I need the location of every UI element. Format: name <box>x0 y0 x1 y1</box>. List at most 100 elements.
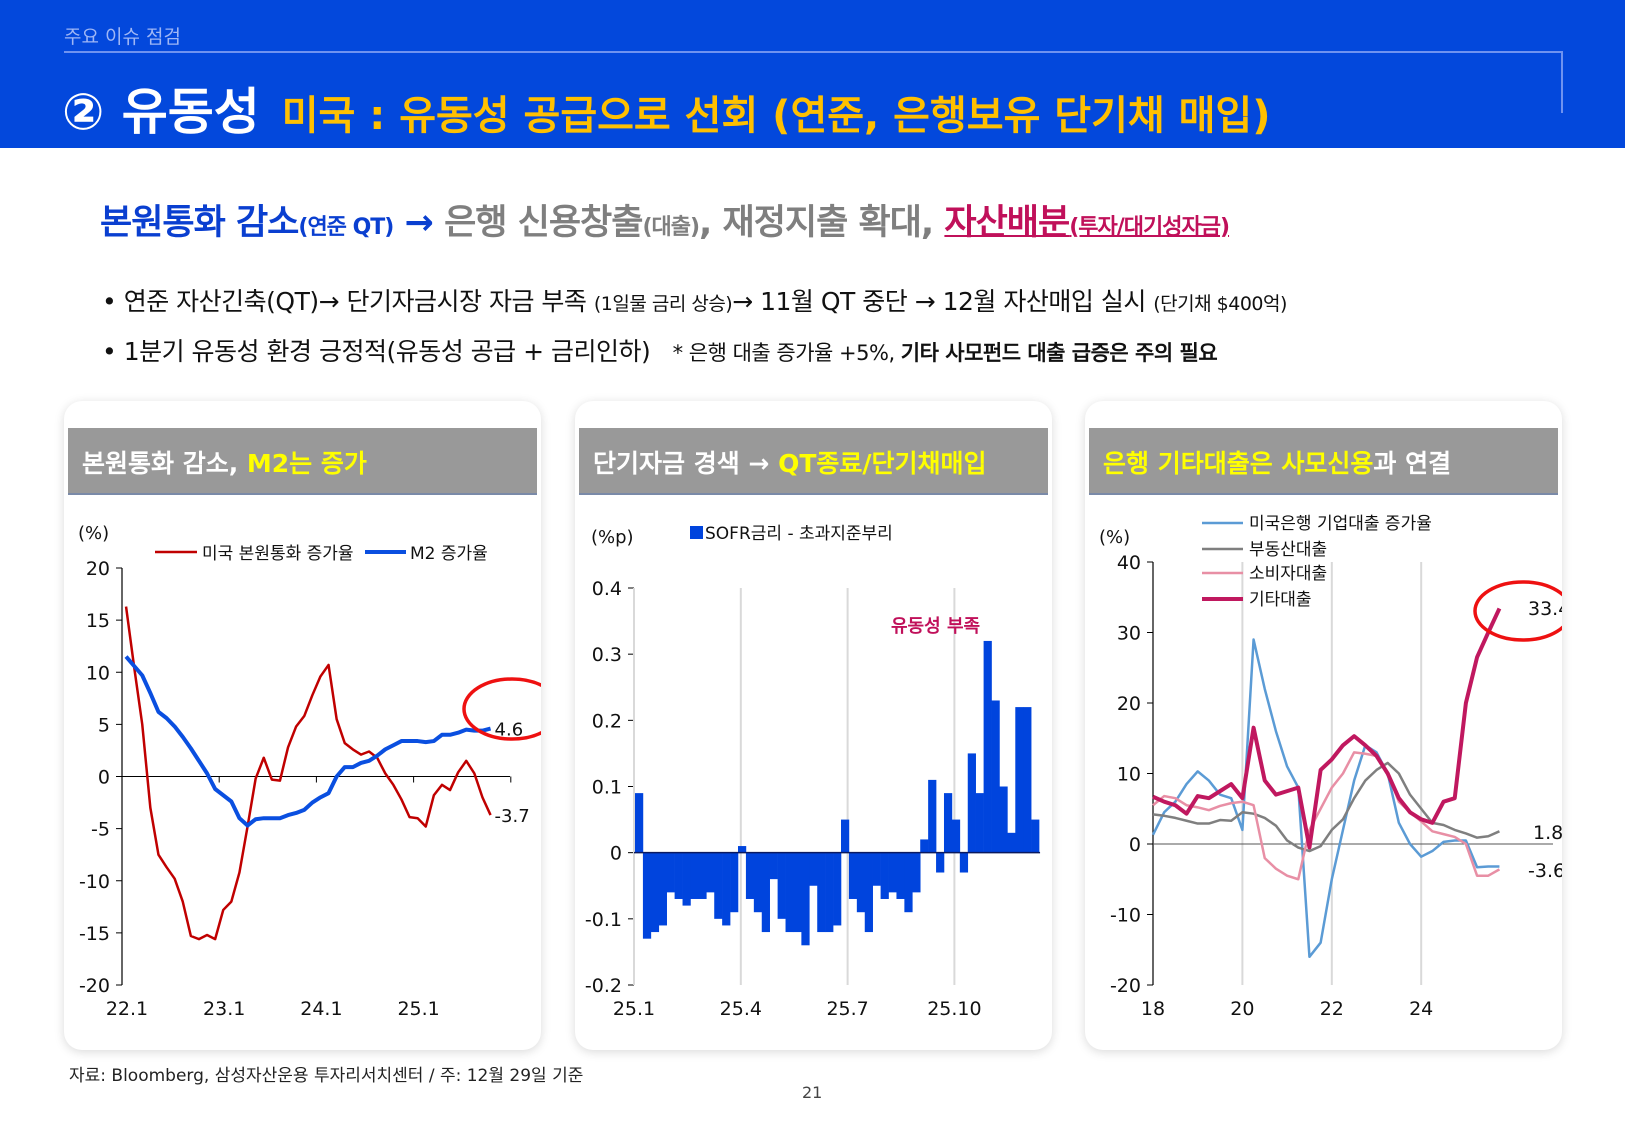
bar <box>1023 707 1032 853</box>
series-line-3 <box>1152 607 1502 850</box>
headline-part3: , 재정지출 확대, <box>699 203 945 243</box>
x-tick-label: 18 <box>1141 998 1165 1020</box>
bar <box>674 852 683 899</box>
bar <box>761 852 770 933</box>
bar <box>793 852 802 933</box>
y-tick-label: 5 <box>98 714 110 736</box>
series-line-1 <box>124 655 492 828</box>
bullet-1-b: → 11월 QT 중단 → 12월 자산매입 실시 <box>732 287 1154 316</box>
bar <box>642 852 652 939</box>
bar <box>745 852 755 899</box>
y-axis-unit: (%p) <box>591 527 634 548</box>
bar <box>872 852 881 886</box>
bar <box>920 839 929 853</box>
series-line-1 <box>1152 761 1500 853</box>
legend-label: 부동산대출 <box>1249 540 1327 560</box>
bar <box>785 852 794 933</box>
bullet-1: • 연준 자산긴축(QT)→ 단기자금시장 자금 부족 (1일물 금리 상승)→… <box>102 287 1287 316</box>
bullet-2-a: 1분기 유동성 환경 긍정적(유동성 공급 + 금리인하) <box>123 337 651 366</box>
card-title-yellow: QT종료/단기채매입 <box>778 449 987 478</box>
end-value-label: 33.4 <box>1528 598 1562 620</box>
x-tick-label: 24.1 <box>300 998 342 1020</box>
bar <box>943 793 953 853</box>
bar <box>975 793 984 853</box>
y-tick-label: 30 <box>1117 623 1141 645</box>
bar <box>817 852 826 933</box>
card-title-white: 본원통화 감소, <box>82 449 247 478</box>
legend-label: 소비자대출 <box>1249 564 1327 584</box>
bar <box>801 852 810 946</box>
y-tick-label: 0 <box>610 843 622 865</box>
card-title: 은행 기타대출은 사모신용과 연결 <box>1089 428 1558 495</box>
bar <box>650 852 660 933</box>
legend-label: SOFR금리 - 초과지준부리 <box>705 524 893 544</box>
bar <box>848 852 858 899</box>
headline-part2-note: (대출) <box>642 215 700 240</box>
bar <box>912 852 921 893</box>
y-tick-label: 0.1 <box>592 777 622 799</box>
y-tick-label: 10 <box>1117 764 1141 786</box>
bar <box>690 852 699 899</box>
highlight-circle <box>1473 580 1562 642</box>
y-tick-label: -20 <box>79 975 110 997</box>
bullet-2-note: * 은행 대출 증가율 +5%, <box>672 341 901 365</box>
y-tick-label: 20 <box>86 558 110 580</box>
bar <box>967 753 976 853</box>
header-divider-vertical <box>1561 51 1563 113</box>
bar <box>722 852 731 926</box>
bar <box>928 779 937 853</box>
bullet-2: • 1분기 유동성 환경 긍정적(유동성 공급 + 금리인하) * 은행 대출 … <box>102 337 1218 366</box>
y-tick-label: 10 <box>86 662 110 684</box>
bar <box>896 852 905 899</box>
bar <box>769 852 778 880</box>
headline-part1-note: (연준 QT) <box>298 215 394 240</box>
card-title: 본원통화 감소, M2는 증가 <box>68 428 537 495</box>
x-tick-label: 25.1 <box>397 998 439 1020</box>
chart-card-monetary-base: 본원통화 감소, M2는 증가 20 15 10 5 0 -5 -10 -15 -20 (%) 22… <box>64 401 541 1050</box>
y-tick-label: 0.3 <box>592 644 622 666</box>
bar <box>840 819 850 853</box>
bar <box>698 852 707 899</box>
title-sub: 미국 : 유동성 공급으로 선회 (연준, 은행보유 단기채 매입) <box>281 93 1271 139</box>
y-tick-label: 0.2 <box>592 710 622 732</box>
card-title: 단기자금 경색 → QT종료/단기채매입 <box>579 428 1048 495</box>
bar <box>706 852 715 893</box>
x-tick-label: 20 <box>1230 998 1254 1020</box>
bullet-1-a-note: (1일물 금리 상승) <box>593 293 733 315</box>
bar <box>856 852 866 913</box>
card-title-yellow: M2는 증가 <box>246 449 367 478</box>
bar <box>1015 707 1024 853</box>
chart-card-sofr: 단기자금 경색 → QT종료/단기채매입 0.4 0.3 0.2 0.1 0 -0.1 -0… <box>575 401 1052 1050</box>
headline-part2: 은행 신용창출 <box>444 203 643 243</box>
y-tick-label: -5 <box>91 819 110 841</box>
bar <box>658 852 667 926</box>
x-tick-label: 23.1 <box>203 998 245 1020</box>
bar <box>991 700 1000 853</box>
chart-sofr-spread: 0.4 0.3 0.2 0.1 0 -0.1 -0.2 (%p) 25.1 25.4 25.7 25.… <box>585 524 1041 1020</box>
bar <box>983 640 992 853</box>
legend-label: 기타대출 <box>1249 590 1312 610</box>
bar <box>666 852 675 893</box>
bar <box>1007 832 1016 853</box>
header-band <box>0 0 1625 148</box>
x-tick-label: 22.1 <box>106 998 148 1020</box>
x-tick-label: 25.10 <box>927 998 981 1020</box>
legend-label: M2 증가율 <box>410 544 488 564</box>
bar <box>959 852 969 873</box>
bar <box>1031 819 1040 853</box>
bar <box>714 852 723 919</box>
series-line-0 <box>124 606 492 941</box>
card-title-white: 과 연결 <box>1373 449 1452 478</box>
bar <box>682 852 691 906</box>
bar <box>777 852 786 919</box>
y-axis-unit: (%) <box>78 523 109 544</box>
headline: 본원통화 감소(연준 QT) → 은행 신용창출(대출), 재정지출 확대, 자… <box>100 194 1230 245</box>
y-tick-label: -10 <box>79 871 110 893</box>
y-tick-label: -15 <box>79 923 110 945</box>
x-tick-label: 25.7 <box>826 998 868 1020</box>
card-title-white: 단기자금 경색 → <box>593 449 779 478</box>
x-tick-label: 25.4 <box>720 998 762 1020</box>
bar <box>730 852 739 913</box>
chart-monetary-base-m2: 20 15 10 5 0 -5 -10 -15 -20 (%) 22.1 23.1 24.1 25.1 -3… <box>78 523 541 1020</box>
bar <box>888 852 897 893</box>
